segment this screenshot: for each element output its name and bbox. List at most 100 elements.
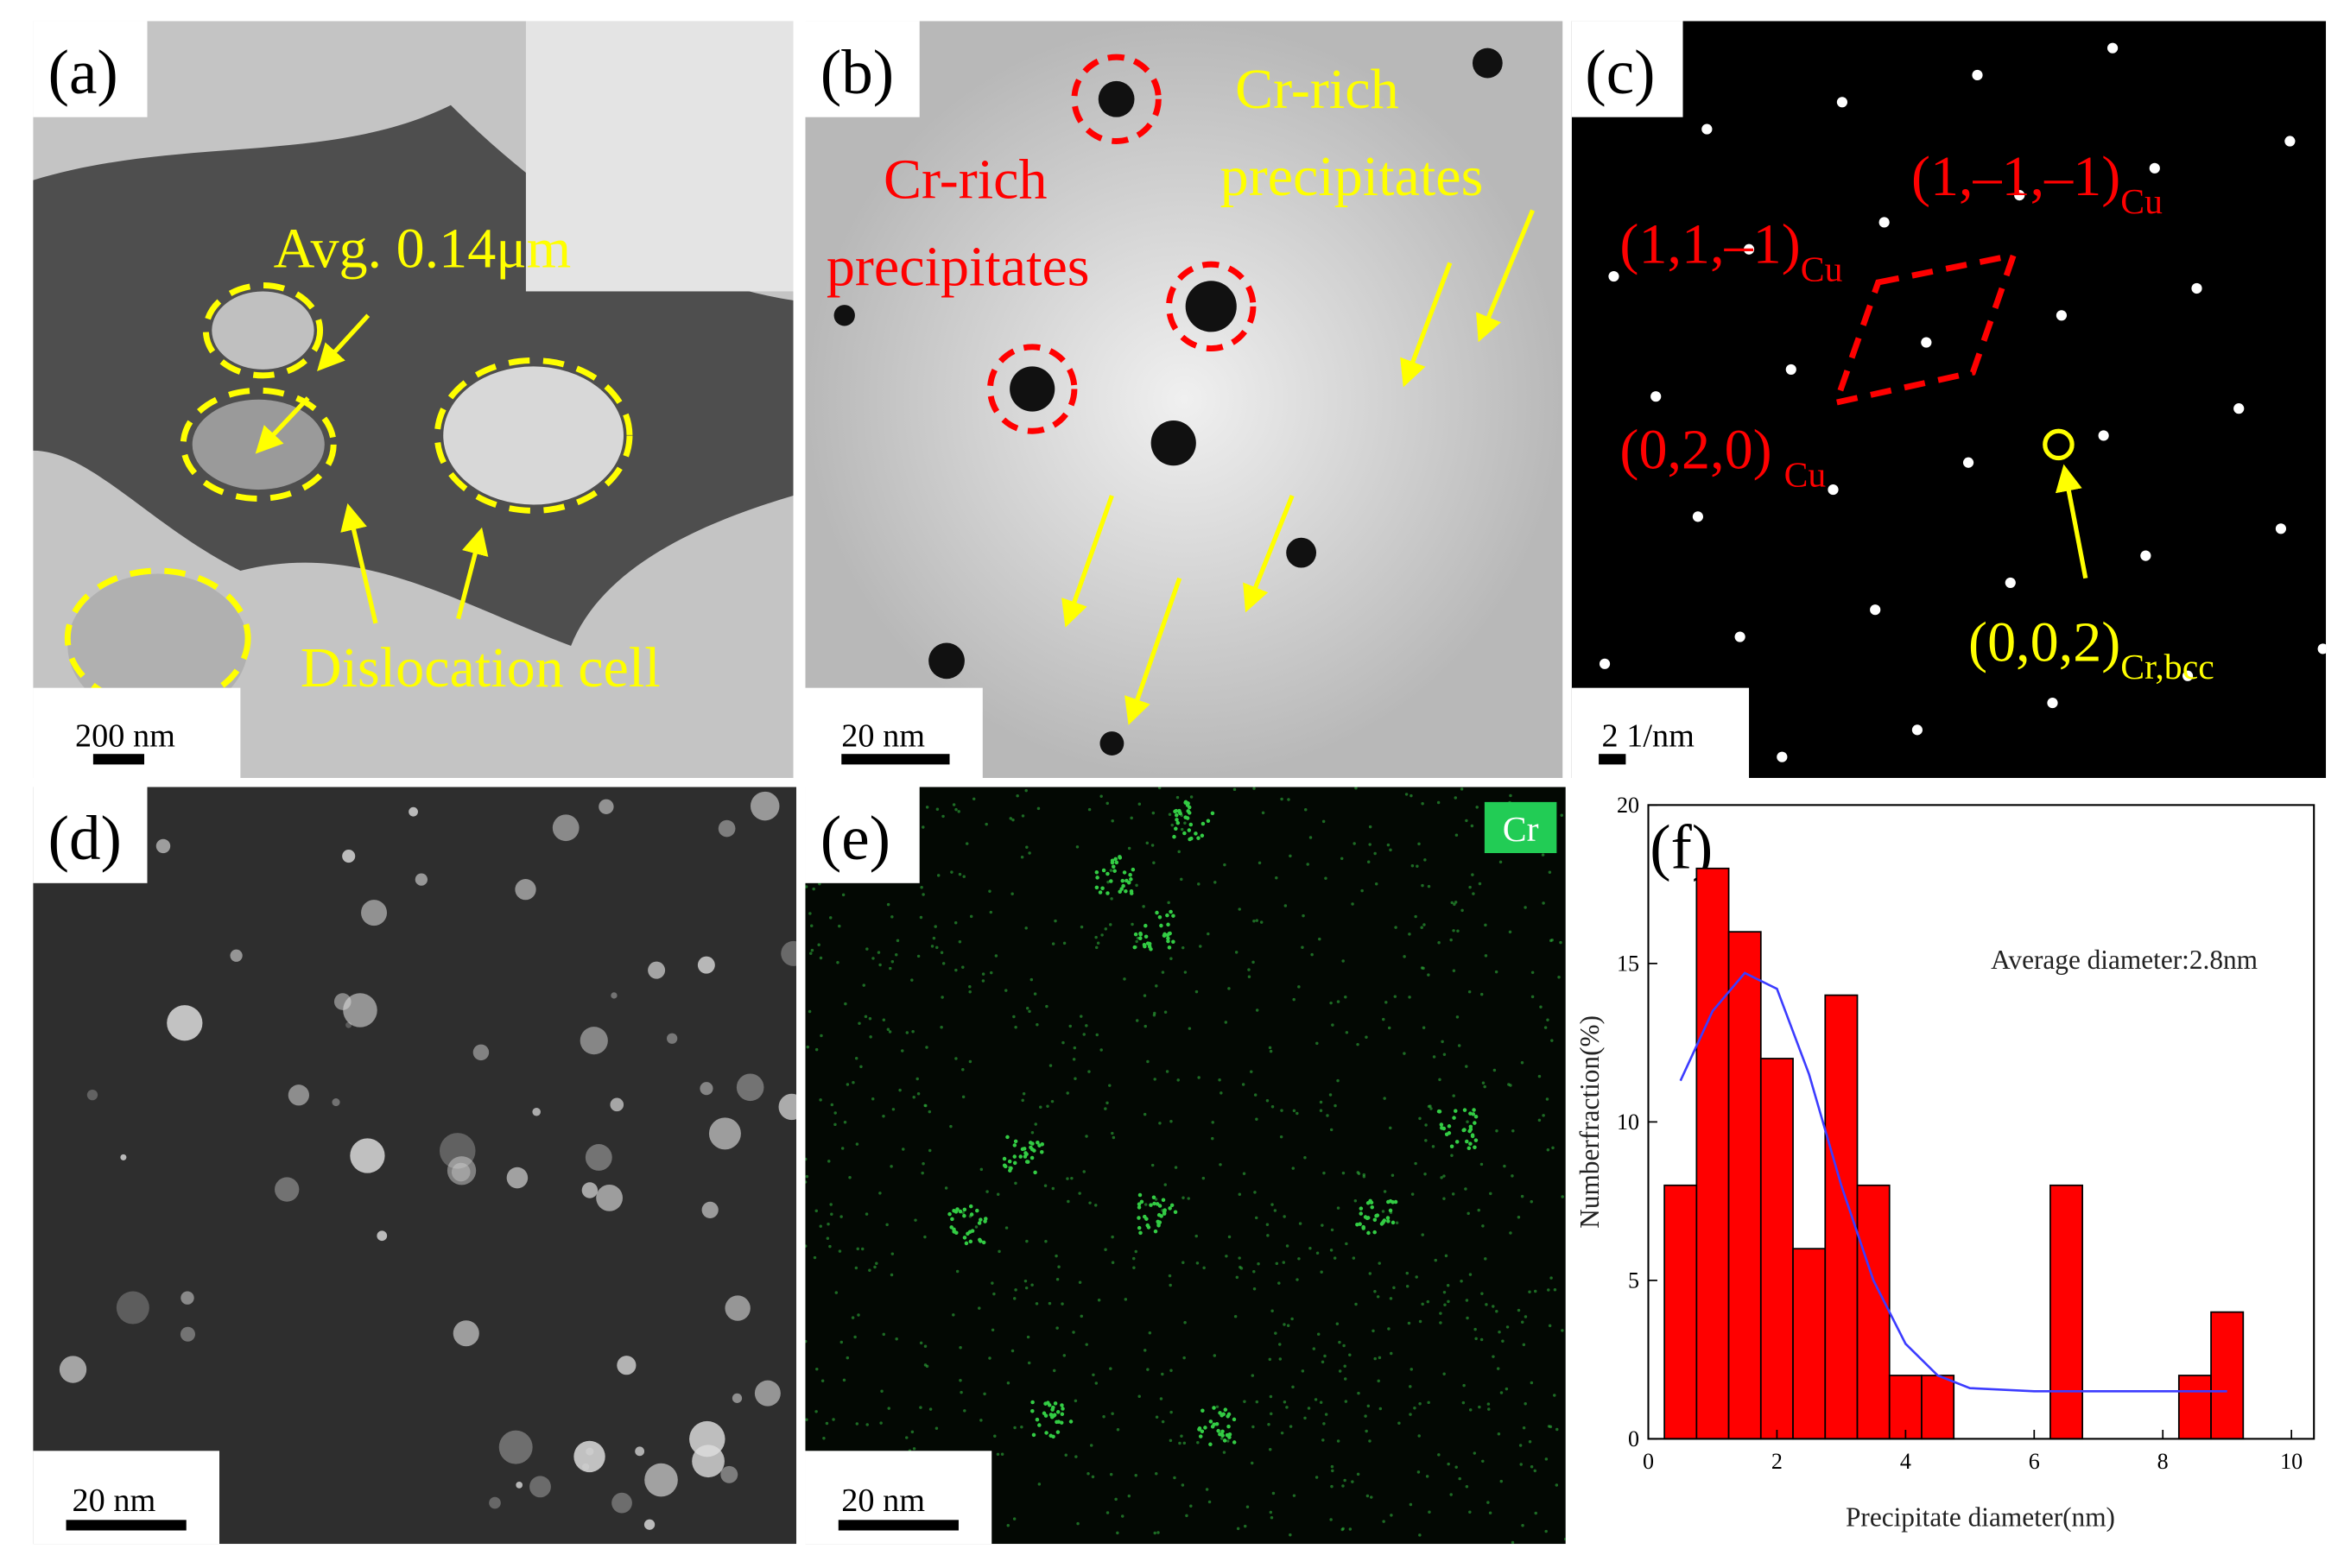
texture-spot (1044, 1431, 1048, 1435)
texture-spot (1389, 848, 1392, 852)
texture-spot (1138, 1230, 1143, 1236)
texture-spot (1468, 1408, 1473, 1412)
texture-spot (968, 1204, 973, 1209)
texture-spot (573, 1440, 605, 1473)
texture-spot (1439, 1122, 1444, 1127)
diffraction-spot (2191, 282, 2202, 294)
texture-spot (1473, 1451, 1477, 1455)
texture-spot (1252, 1270, 1256, 1274)
texture-spot (1250, 1070, 1253, 1073)
texture-spot (1018, 1154, 1023, 1159)
texture-spot (886, 902, 890, 907)
texture-spot (1153, 1229, 1158, 1234)
texture-spot (1265, 1099, 1270, 1103)
texture-spot (1519, 1463, 1523, 1466)
texture-spot (1197, 882, 1201, 886)
texture-spot (1170, 823, 1174, 827)
texture-spot (1137, 1225, 1142, 1230)
texture-spot (1102, 1414, 1105, 1419)
texture-spot (1383, 1190, 1387, 1193)
texture-spot (1232, 1417, 1237, 1422)
texture-spot (1030, 1131, 1035, 1135)
texture-spot (1478, 882, 1482, 886)
texture-spot (1454, 1109, 1458, 1113)
texture-spot (981, 1240, 986, 1245)
texture-spot (1557, 975, 1561, 979)
texture-spot (1025, 1007, 1029, 1010)
texture-spot (928, 1407, 933, 1411)
texture-spot (1454, 901, 1458, 904)
texture-spot (1241, 1083, 1245, 1086)
texture-spot (1324, 1413, 1328, 1416)
texture-spot (1052, 1413, 1057, 1418)
texture-spot (975, 1208, 979, 1213)
texture-spot (1410, 864, 1415, 868)
diffraction-spot (1777, 751, 1788, 762)
texture-spot (1187, 811, 1192, 815)
texture-spot (1329, 1518, 1333, 1521)
texture-spot (1099, 794, 1103, 798)
texture-spot (1352, 1256, 1356, 1260)
texture-spot (1205, 1488, 1209, 1491)
texture-spot (895, 1337, 898, 1341)
texture-spot (965, 842, 969, 845)
texture-spot (1315, 1041, 1319, 1046)
texture-spot (1143, 994, 1147, 997)
texture-spot (1467, 1211, 1470, 1216)
texture-spot (916, 1092, 921, 1096)
texture-spot (1387, 1026, 1391, 1030)
texture-spot (1051, 1186, 1055, 1191)
texture-spot (1157, 914, 1162, 920)
texture-spot (1479, 992, 1484, 996)
texture-spot (1324, 876, 1327, 880)
diffraction-spot (1650, 391, 1662, 402)
texture-spot (644, 1463, 678, 1497)
bar (1727, 931, 1762, 1440)
texture-spot (1132, 945, 1137, 950)
texture-spot (1351, 902, 1354, 906)
texture-spot (1434, 1258, 1437, 1262)
texture-spot (1224, 1021, 1228, 1024)
texture-spot (1524, 1315, 1528, 1318)
texture-spot (848, 1176, 852, 1179)
texture-spot (1101, 868, 1106, 873)
texture-spot (1338, 1369, 1342, 1373)
texture-spot (1227, 987, 1231, 990)
texture-spot (1481, 1081, 1486, 1085)
texture-spot (1428, 1510, 1431, 1514)
texture-spot (1509, 793, 1512, 798)
texture-spot (1466, 1316, 1469, 1320)
texture-spot (1410, 1368, 1413, 1371)
texture-spot (960, 1390, 963, 1394)
diffraction-spot (1692, 511, 1703, 522)
texture-spot (643, 1519, 656, 1530)
texture-spot (981, 972, 985, 976)
texture-spot (851, 1316, 855, 1319)
texture-spot (1085, 1024, 1088, 1027)
diffraction-spot (1828, 484, 1839, 496)
texture-spot (1159, 1214, 1163, 1218)
texture-spot (1381, 1210, 1385, 1213)
texture-spot (1372, 1230, 1377, 1235)
texture-spot (1201, 821, 1206, 826)
texture-spot (1078, 1192, 1081, 1195)
texture-spot (1487, 1407, 1491, 1411)
texture-spot (1223, 863, 1226, 867)
texture-spot (991, 1328, 995, 1332)
texture-spot (1368, 1198, 1372, 1204)
texture-spot (1452, 1116, 1456, 1120)
texture-spot (1520, 1061, 1524, 1065)
panel-label: (c) (1585, 37, 1655, 107)
texture-spot (950, 1217, 954, 1222)
bar (1792, 1248, 1827, 1440)
texture-spot (1215, 1405, 1220, 1409)
texture-spot (1359, 1206, 1364, 1211)
texture-spot (1530, 1200, 1533, 1204)
texture-spot (1505, 1325, 1510, 1329)
texture-spot (1061, 1407, 1065, 1411)
spot-label: (1,–1,–1)Cu (1911, 145, 2163, 222)
texture-spot (1105, 891, 1110, 895)
texture-spot (1127, 846, 1131, 850)
texture-spot (1021, 814, 1025, 818)
texture-spot (1169, 1283, 1172, 1287)
